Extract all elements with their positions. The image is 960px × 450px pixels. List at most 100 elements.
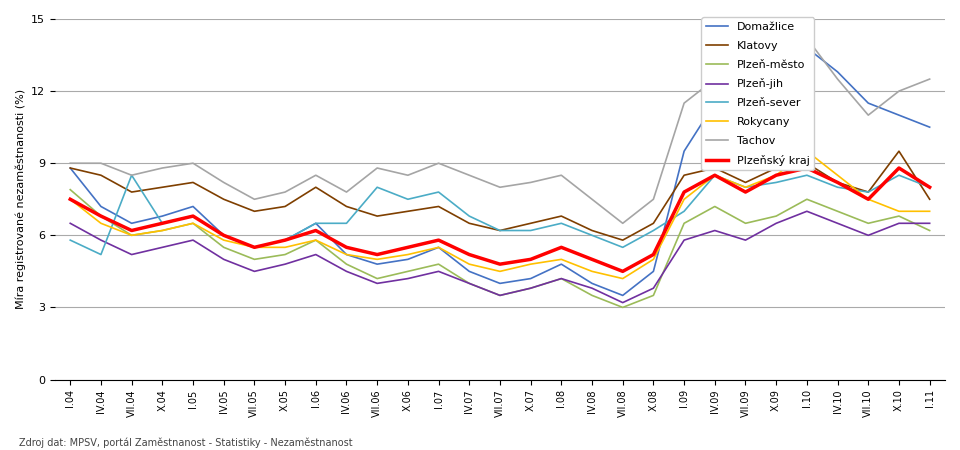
Rokycany [64, 197, 76, 202]
Plzeň-město [64, 187, 76, 192]
Domažlice [587, 281, 598, 286]
Plzeň-město [802, 197, 813, 202]
Plzeň-sever [433, 189, 444, 195]
Domažlice [187, 204, 199, 209]
Klatovy [924, 197, 935, 202]
Domažlice [156, 213, 168, 219]
Plzeň-jih [64, 220, 76, 226]
Tachov [525, 180, 537, 185]
Domažlice [709, 100, 721, 106]
Rokycany [249, 245, 260, 250]
Domažlice [310, 220, 322, 226]
Klatovy [587, 228, 598, 233]
Plzeň-sever [587, 233, 598, 238]
Plzeň-sever [372, 184, 383, 190]
Plzeň-město [249, 256, 260, 262]
Plzeň-město [464, 281, 475, 286]
Klatovy [310, 184, 322, 190]
Text: Zdroj dat: MPSV, portál Zaměstnanost - Statistiky - Nezaměstnanost: Zdroj dat: MPSV, portál Zaměstnanost - S… [19, 437, 353, 447]
Domažlice [862, 100, 874, 106]
Tachov [341, 189, 352, 195]
Tachov [310, 172, 322, 178]
Plzeňský kraj [279, 238, 291, 243]
Plzeň-jih [187, 238, 199, 243]
Tachov [126, 172, 137, 178]
Plzeň-sever [64, 238, 76, 243]
Plzeň-sever [402, 197, 414, 202]
Rokycany [464, 261, 475, 267]
Domažlice [525, 276, 537, 281]
Plzeň-jih [771, 220, 782, 226]
Tachov [402, 172, 414, 178]
Rokycany [556, 256, 567, 262]
Plzeň-sever [831, 184, 843, 190]
Plzeň-město [494, 292, 506, 298]
Klatovy [249, 209, 260, 214]
Tachov [831, 76, 843, 82]
Plzeň-město [218, 245, 229, 250]
Tachov [924, 76, 935, 82]
Rokycany [218, 238, 229, 243]
Domažlice [279, 238, 291, 243]
Domažlice [556, 261, 567, 267]
Plzeň-sever [126, 172, 137, 178]
Plzeňský kraj [402, 245, 414, 250]
Plzeň-jih [587, 285, 598, 291]
Domažlice [249, 245, 260, 250]
Plzeň-město [587, 292, 598, 298]
Domažlice [740, 117, 752, 123]
Plzeň-město [402, 269, 414, 274]
Plzeň-jih [679, 238, 690, 243]
Rokycany [402, 252, 414, 257]
Plzeň-město [556, 276, 567, 281]
Klatovy [402, 209, 414, 214]
Plzeň-jih [617, 300, 629, 305]
Klatovy [156, 184, 168, 190]
Plzeň-město [771, 213, 782, 219]
Plzeňský kraj [218, 233, 229, 238]
Rokycany [617, 276, 629, 281]
Domažlice [679, 148, 690, 154]
Plzeň-město [893, 213, 904, 219]
Klatovy [556, 213, 567, 219]
Plzeň-město [679, 220, 690, 226]
Plzeň-město [617, 305, 629, 310]
Plzeňský kraj [525, 256, 537, 262]
Rokycany [802, 148, 813, 154]
Plzeňský kraj [617, 269, 629, 274]
Domažlice [893, 112, 904, 118]
Plzeň-jih [372, 281, 383, 286]
Plzeň-jih [648, 285, 660, 291]
Plzeň-město [433, 261, 444, 267]
Plzeň-jih [494, 292, 506, 298]
Domažlice [64, 165, 76, 171]
Line: Rokycany: Rokycany [70, 151, 929, 279]
Line: Domažlice: Domažlice [70, 48, 929, 295]
Plzeň-sever [924, 184, 935, 190]
Plzeňský kraj [464, 252, 475, 257]
Klatovy [648, 220, 660, 226]
Klatovy [771, 165, 782, 171]
Tachov [740, 93, 752, 99]
Plzeňský kraj [156, 220, 168, 226]
Tachov [187, 161, 199, 166]
Plzeň-sever [525, 228, 537, 233]
Tachov [433, 161, 444, 166]
Plzeň-město [525, 285, 537, 291]
Tachov [64, 161, 76, 166]
Tachov [617, 220, 629, 226]
Plzeň-sever [679, 209, 690, 214]
Plzeň-město [341, 261, 352, 267]
Plzeň-město [831, 209, 843, 214]
Plzeň-sever [893, 172, 904, 178]
Plzeňský kraj [893, 165, 904, 171]
Rokycany [924, 209, 935, 214]
Line: Plzeň-jih: Plzeň-jih [70, 212, 929, 302]
Plzeň-sever [862, 189, 874, 195]
Tachov [893, 88, 904, 94]
Klatovy [341, 204, 352, 209]
Plzeň-město [95, 213, 107, 219]
Plzeňský kraj [709, 172, 721, 178]
Klatovy [126, 189, 137, 195]
Plzeň-sever [310, 220, 322, 226]
